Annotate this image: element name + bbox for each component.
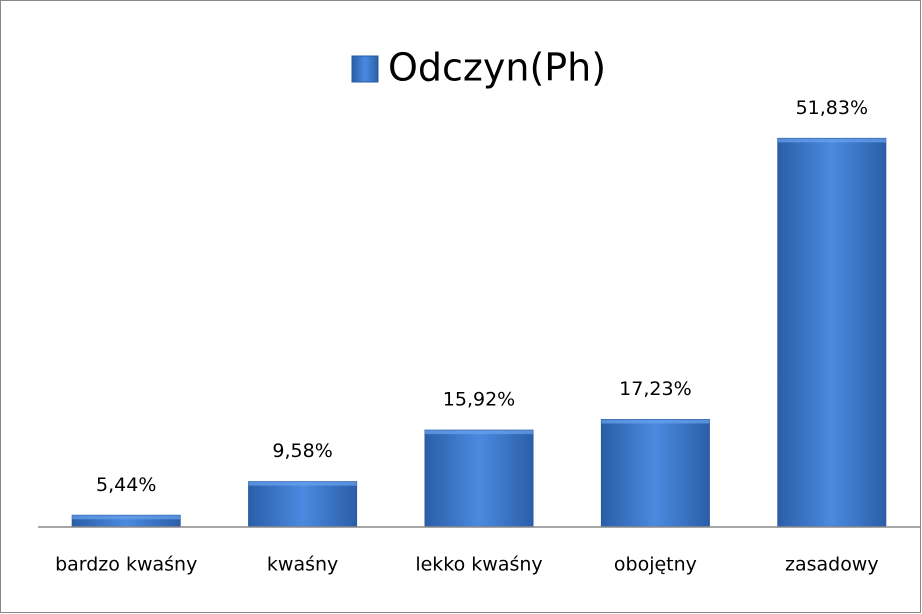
bar bbox=[777, 137, 887, 528]
data-label: 5,44% bbox=[96, 474, 156, 496]
bar bbox=[600, 419, 710, 528]
bar bbox=[248, 481, 358, 528]
bar-top bbox=[601, 419, 710, 424]
bar-top bbox=[777, 138, 886, 143]
bar-top bbox=[72, 515, 181, 520]
x-tick-label: obojętny bbox=[614, 554, 697, 576]
legend-label: Odczyn(Ph) bbox=[388, 46, 606, 90]
x-tick-label: lekko kwaśny bbox=[415, 554, 542, 576]
x-tick-label: bardzo kwaśny bbox=[55, 554, 197, 576]
data-label: 9,58% bbox=[272, 440, 332, 462]
bar-top bbox=[425, 430, 533, 435]
x-tick-label: kwaśny bbox=[267, 554, 338, 576]
data-label: 17,23% bbox=[619, 378, 691, 400]
data-label: 51,83% bbox=[796, 97, 868, 119]
data-label: 15,92% bbox=[443, 389, 515, 411]
x-tick-label: zasadowy bbox=[785, 554, 879, 576]
bar-top bbox=[248, 481, 357, 486]
legend-swatch bbox=[351, 55, 379, 83]
bar bbox=[424, 429, 534, 528]
